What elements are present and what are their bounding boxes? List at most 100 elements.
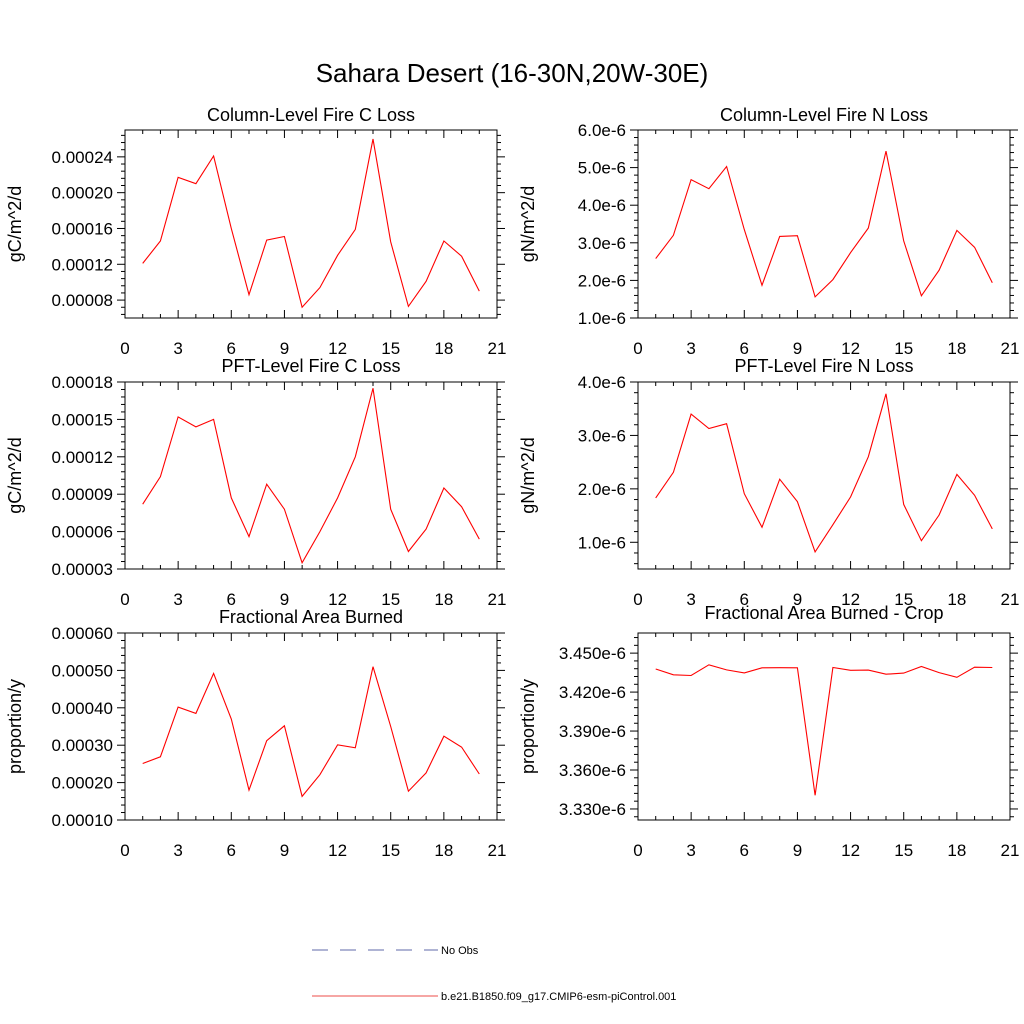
- x-tick-label: 15: [381, 339, 400, 358]
- panel-2: 0 3 6 9 12 15 18 21 1.0e-6 2.0e-6 3.0e-6 4.0e-6 5.0e…: [518, 105, 1019, 358]
- series-line: [142, 666, 480, 798]
- y-tick-label: 4.0e-6: [578, 196, 626, 215]
- y-tick-label: 1.0e-6: [578, 309, 626, 328]
- x-tick-label: 12: [841, 841, 860, 860]
- x-tick-label: 6: [740, 339, 749, 358]
- y-tick-label: 1.0e-6: [578, 533, 626, 552]
- y-tick-label: 0.00006: [52, 523, 113, 542]
- y-tick-label: 5.0e-6: [578, 159, 626, 178]
- plot-frame: [124, 632, 498, 821]
- x-tick-label: 9: [793, 590, 802, 609]
- y-tick-label: 0.00020: [52, 184, 113, 203]
- y-tick-label: 0.00060: [52, 624, 113, 643]
- x-tick-label: 21: [1001, 841, 1020, 860]
- panel-title: Fractional Area Burned: [219, 607, 403, 627]
- x-tick-label: 21: [1001, 590, 1020, 609]
- x-tick-label: 21: [488, 841, 507, 860]
- x-tick-label: 18: [947, 590, 966, 609]
- y-tick-label: 0.00016: [52, 219, 113, 238]
- x-tick-label: 18: [434, 339, 453, 358]
- y-tick-label: 2.0e-6: [578, 271, 626, 290]
- series-line: [655, 393, 993, 554]
- x-tick-label: 18: [434, 590, 453, 609]
- x-tick-label: 12: [841, 339, 860, 358]
- x-tick-label: 18: [434, 841, 453, 860]
- x-tick-label: 0: [633, 841, 642, 860]
- panel-title: PFT-Level Fire C Loss: [221, 356, 400, 376]
- x-tick-label: 12: [328, 590, 347, 609]
- x-tick-label: 21: [488, 590, 507, 609]
- y-tick-label: 4.0e-6: [578, 373, 626, 392]
- y-tick-label: 0.00030: [52, 736, 113, 755]
- y-tick-label: 2.0e-6: [578, 480, 626, 499]
- x-tick-label: 6: [740, 841, 749, 860]
- y-tick-label: 3.390e-6: [559, 722, 626, 741]
- y-axis-label: gC/m^2/d: [5, 437, 25, 513]
- y-axis-label: gN/m^2/d: [518, 186, 538, 262]
- y-tick-label: 3.360e-6: [559, 761, 626, 780]
- x-tick-label: 3: [686, 590, 695, 609]
- y-tick-label: 0.00009: [52, 485, 113, 504]
- series-line: [655, 664, 993, 796]
- x-tick-label: 15: [381, 590, 400, 609]
- plot-frame: [637, 129, 1011, 319]
- x-tick-label: 0: [633, 590, 642, 609]
- y-tick-label: 3.450e-6: [559, 644, 626, 663]
- x-tick-label: 6: [227, 339, 236, 358]
- series-line: [655, 150, 993, 298]
- panel-6: 0 3 6 9 12 15 18 21 3.330e-6 3.360e-6 3.390e-6 3.42…: [518, 603, 1019, 860]
- legend-label: b.e21.B1850.f09_g17.CMIP6-esm-piControl.…: [441, 991, 676, 1003]
- y-tick-label: 0.00020: [52, 774, 113, 793]
- panel-title: Column-Level Fire C Loss: [207, 105, 415, 125]
- y-axis-label: proportion/y: [5, 679, 25, 774]
- x-tick-label: 3: [173, 339, 182, 358]
- y-tick-label: 0.00018: [52, 373, 113, 392]
- x-tick-label: 9: [280, 590, 289, 609]
- x-tick-label: 15: [894, 841, 913, 860]
- plot-frame: [124, 129, 498, 319]
- x-tick-label: 3: [686, 841, 695, 860]
- y-tick-label: 3.330e-6: [559, 800, 626, 819]
- y-tick-label: 3.0e-6: [578, 426, 626, 445]
- y-tick-label: 3.0e-6: [578, 234, 626, 253]
- x-tick-label: 0: [633, 339, 642, 358]
- panel-4: 0 3 6 9 12 15 18 21 1.0e-6 2.0e-6 3.0e-6 4.0e-6 PFT-…: [518, 356, 1019, 609]
- y-tick-label: 0.00003: [52, 560, 113, 579]
- y-tick-label: 0.00012: [52, 255, 113, 274]
- legend-label: No Obs: [441, 945, 479, 957]
- legend: No Obs b.e21.B1850.f09_g17.CMIP6-esm-piCo…: [312, 945, 676, 1003]
- panel-3: 0 3 6 9 12 15 18 21 0.00003 0.00006 0.00009 0.00012…: [5, 356, 506, 609]
- x-tick-label: 6: [227, 841, 236, 860]
- panel-title: Fractional Area Burned - Crop: [704, 603, 943, 623]
- y-tick-label: 6.0e-6: [578, 121, 626, 140]
- plot-frame: [637, 632, 1011, 821]
- x-tick-label: 21: [1001, 339, 1020, 358]
- x-tick-label: 18: [947, 339, 966, 358]
- y-tick-label: 0.00010: [52, 811, 113, 830]
- plot-frame: [124, 381, 498, 570]
- plot-frame: [637, 381, 1011, 570]
- panel-title: PFT-Level Fire N Loss: [734, 356, 913, 376]
- y-tick-label: 0.00024: [52, 148, 113, 167]
- y-tick-label: 0.00040: [52, 699, 113, 718]
- y-tick-label: 0.00015: [52, 410, 113, 429]
- x-tick-label: 21: [488, 339, 507, 358]
- x-tick-label: 0: [120, 841, 129, 860]
- x-tick-label: 12: [841, 590, 860, 609]
- y-tick-label: 0.00008: [52, 291, 113, 310]
- y-tick-label: 3.420e-6: [559, 683, 626, 702]
- panel-1: 0 3 6 9 12 15 18 21 0.00008 0.00012 0.00016 0.00020…: [5, 105, 506, 358]
- x-tick-label: 12: [328, 841, 347, 860]
- x-tick-label: 9: [793, 339, 802, 358]
- x-tick-label: 3: [173, 590, 182, 609]
- y-axis-label: proportion/y: [518, 679, 538, 774]
- y-tick-label: 0.00012: [52, 448, 113, 467]
- panel-5: 0 3 6 9 12 15 18 21 0.00010 0.00020 0.00030 0.00040…: [5, 607, 506, 860]
- x-tick-label: 15: [894, 339, 913, 358]
- x-tick-label: 15: [381, 841, 400, 860]
- series-line: [142, 388, 480, 565]
- series-line: [142, 138, 480, 309]
- x-tick-label: 0: [120, 339, 129, 358]
- x-tick-label: 9: [280, 339, 289, 358]
